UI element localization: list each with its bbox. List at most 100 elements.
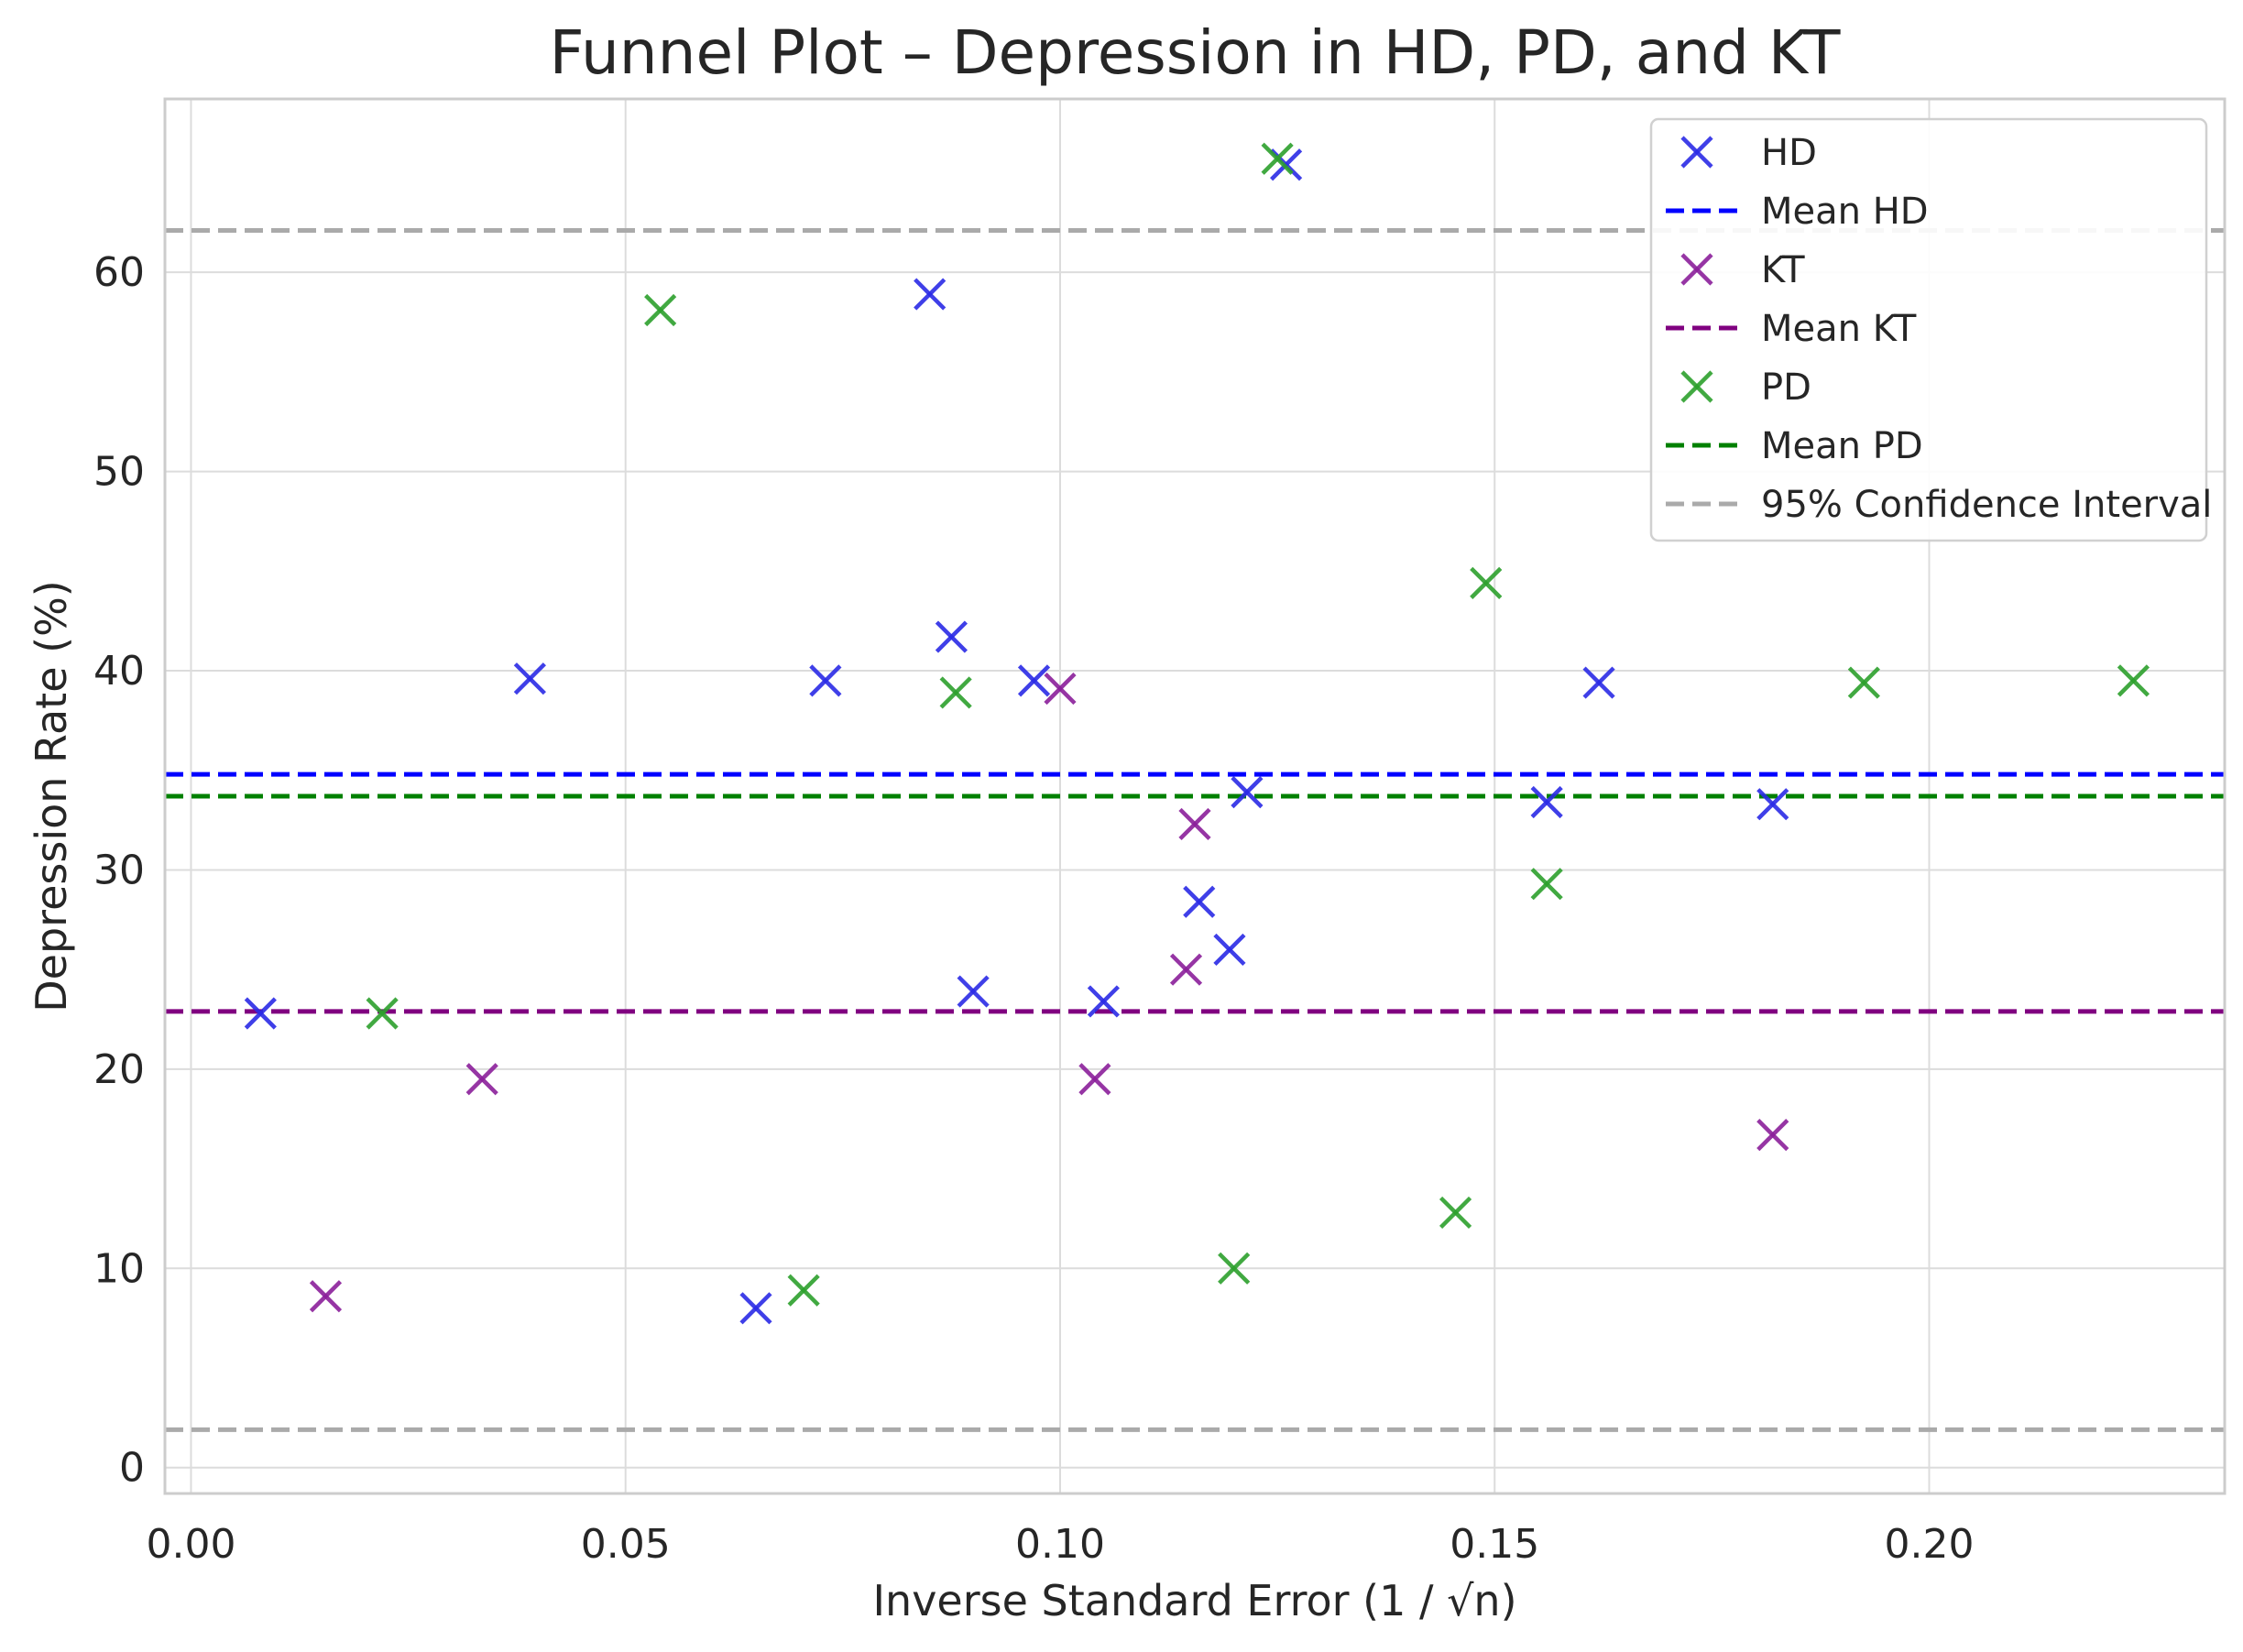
kt-point — [1044, 672, 1077, 706]
pd-point-stroke — [1218, 1252, 1251, 1285]
pd-point — [1439, 1196, 1472, 1230]
y-tick-label: 30 — [93, 847, 145, 893]
legend-label-kt: KT — [1761, 249, 1805, 291]
hd-point-stroke — [1183, 885, 1216, 918]
kt-point-stroke — [1178, 807, 1211, 841]
y-tick-label: 20 — [93, 1046, 145, 1093]
x-tick-label: 0.00 — [146, 1521, 235, 1568]
tick-labels: 0.00 0.05 0.10 0.15 0.20 0 10 20 30 40 50 60 — [93, 249, 1974, 1568]
hd-point-stroke — [1017, 664, 1051, 697]
legend-swatch-kt-stroke — [1680, 253, 1713, 286]
data-points — [244, 142, 2150, 1325]
pd-point-stroke — [1847, 666, 1880, 699]
pd-point — [787, 1274, 820, 1307]
hd-point-stroke — [1582, 666, 1615, 699]
hd-point — [1530, 785, 1563, 819]
hd-point — [739, 1292, 772, 1325]
hd-point-stroke — [244, 997, 277, 1030]
kt-point — [309, 1280, 343, 1313]
x-tick-label: 0.20 — [1885, 1521, 1975, 1568]
hd-point — [1582, 666, 1615, 699]
pd-point — [1470, 566, 1503, 599]
legend-label-mean-kt: Mean KT — [1761, 308, 1917, 350]
legend-swatch-hd-stroke — [1680, 136, 1713, 169]
hd-point-stroke — [1213, 933, 1246, 967]
hd-point — [513, 662, 546, 695]
x-tick-label: 0.10 — [1015, 1521, 1105, 1568]
kt-point-stroke — [465, 1063, 498, 1096]
hd-point-stroke — [1231, 776, 1264, 809]
kt-point-stroke — [309, 1280, 343, 1313]
hd-point — [1017, 664, 1051, 697]
pd-point-stroke — [1530, 868, 1563, 901]
legend-label-mean-pd: Mean PD — [1761, 425, 1923, 467]
pd-point — [366, 997, 399, 1030]
hd-point — [244, 997, 277, 1030]
hd-point-stroke — [935, 620, 968, 653]
pd-point-stroke — [644, 293, 677, 327]
legend-swatch-kt — [1680, 253, 1713, 286]
y-tick-label: 10 — [93, 1245, 145, 1292]
y-axis-label: Depression Rate (%) — [27, 580, 76, 1012]
hd-point — [1756, 788, 1789, 821]
hd-point-stroke — [1087, 985, 1120, 1018]
pd-point — [1847, 666, 1880, 699]
y-tick-label: 0 — [119, 1445, 145, 1492]
hd-point — [914, 278, 946, 311]
kt-point-stroke — [1078, 1063, 1111, 1096]
y-tick-label: 50 — [93, 449, 145, 496]
kt-point — [1169, 953, 1203, 986]
x-tick-label: 0.15 — [1450, 1521, 1539, 1568]
pd-point — [1218, 1252, 1251, 1285]
kt-point-stroke — [1756, 1119, 1789, 1152]
hd-point — [1183, 885, 1216, 918]
legend-label-hd: HD — [1761, 132, 1817, 174]
kt-point — [1078, 1063, 1111, 1096]
pd-point — [644, 293, 677, 327]
x-tick-label: 0.05 — [581, 1521, 671, 1568]
pd-point-stroke — [1470, 566, 1503, 599]
legend: HD Mean HD KT Mean KT PD Mean PD 95% Confidenc… — [1649, 117, 2212, 542]
pd-point-stroke — [939, 676, 972, 709]
kt-point-stroke — [1044, 672, 1077, 706]
hd-point-stroke — [809, 664, 842, 697]
hd-point — [809, 664, 842, 697]
hd-point — [1231, 776, 1264, 809]
chart-title: Funnel Plot – Depression in HD, PD, and … — [550, 17, 1841, 88]
legend-swatch-hd — [1680, 136, 1713, 169]
hd-point-stroke — [1756, 788, 1789, 821]
pd-point-stroke — [1261, 142, 1294, 175]
y-tick-label: 60 — [93, 249, 145, 296]
pd-point-stroke — [2117, 664, 2150, 697]
kt-point-stroke — [1169, 953, 1203, 986]
hd-point-stroke — [1530, 785, 1563, 819]
hd-point — [1087, 985, 1120, 1018]
x-axis-label: Inverse Standard Error (1 / √n) — [872, 1576, 1516, 1625]
legend-swatch-pd-stroke — [1680, 370, 1713, 403]
hd-point-stroke — [957, 975, 990, 1008]
hd-point-stroke — [513, 662, 546, 695]
legend-label-95-confidence-interval: 95% Confidence Interval — [1761, 484, 2212, 526]
plot-frame — [163, 97, 2227, 1495]
pd-point-stroke — [787, 1274, 820, 1307]
hd-point — [957, 975, 990, 1008]
y-tick-label: 40 — [93, 648, 145, 695]
legend-box — [1649, 117, 2208, 542]
pd-point — [1261, 142, 1294, 175]
pd-point — [1530, 868, 1563, 901]
kt-point — [1756, 1119, 1789, 1152]
legend-swatch-pd — [1680, 370, 1713, 403]
hd-point — [935, 620, 968, 653]
kt-point — [465, 1063, 498, 1096]
hd-point-stroke — [914, 278, 946, 311]
legend-label-mean-hd: Mean HD — [1761, 191, 1929, 233]
pd-point-stroke — [1439, 1196, 1472, 1230]
hd-point — [1213, 933, 1246, 967]
pd-point — [2117, 664, 2150, 697]
hd-point-stroke — [739, 1292, 772, 1325]
pd-point — [939, 676, 972, 709]
pd-point-stroke — [366, 997, 399, 1030]
kt-point — [1178, 807, 1211, 841]
legend-label-pd: PD — [1761, 367, 1811, 409]
